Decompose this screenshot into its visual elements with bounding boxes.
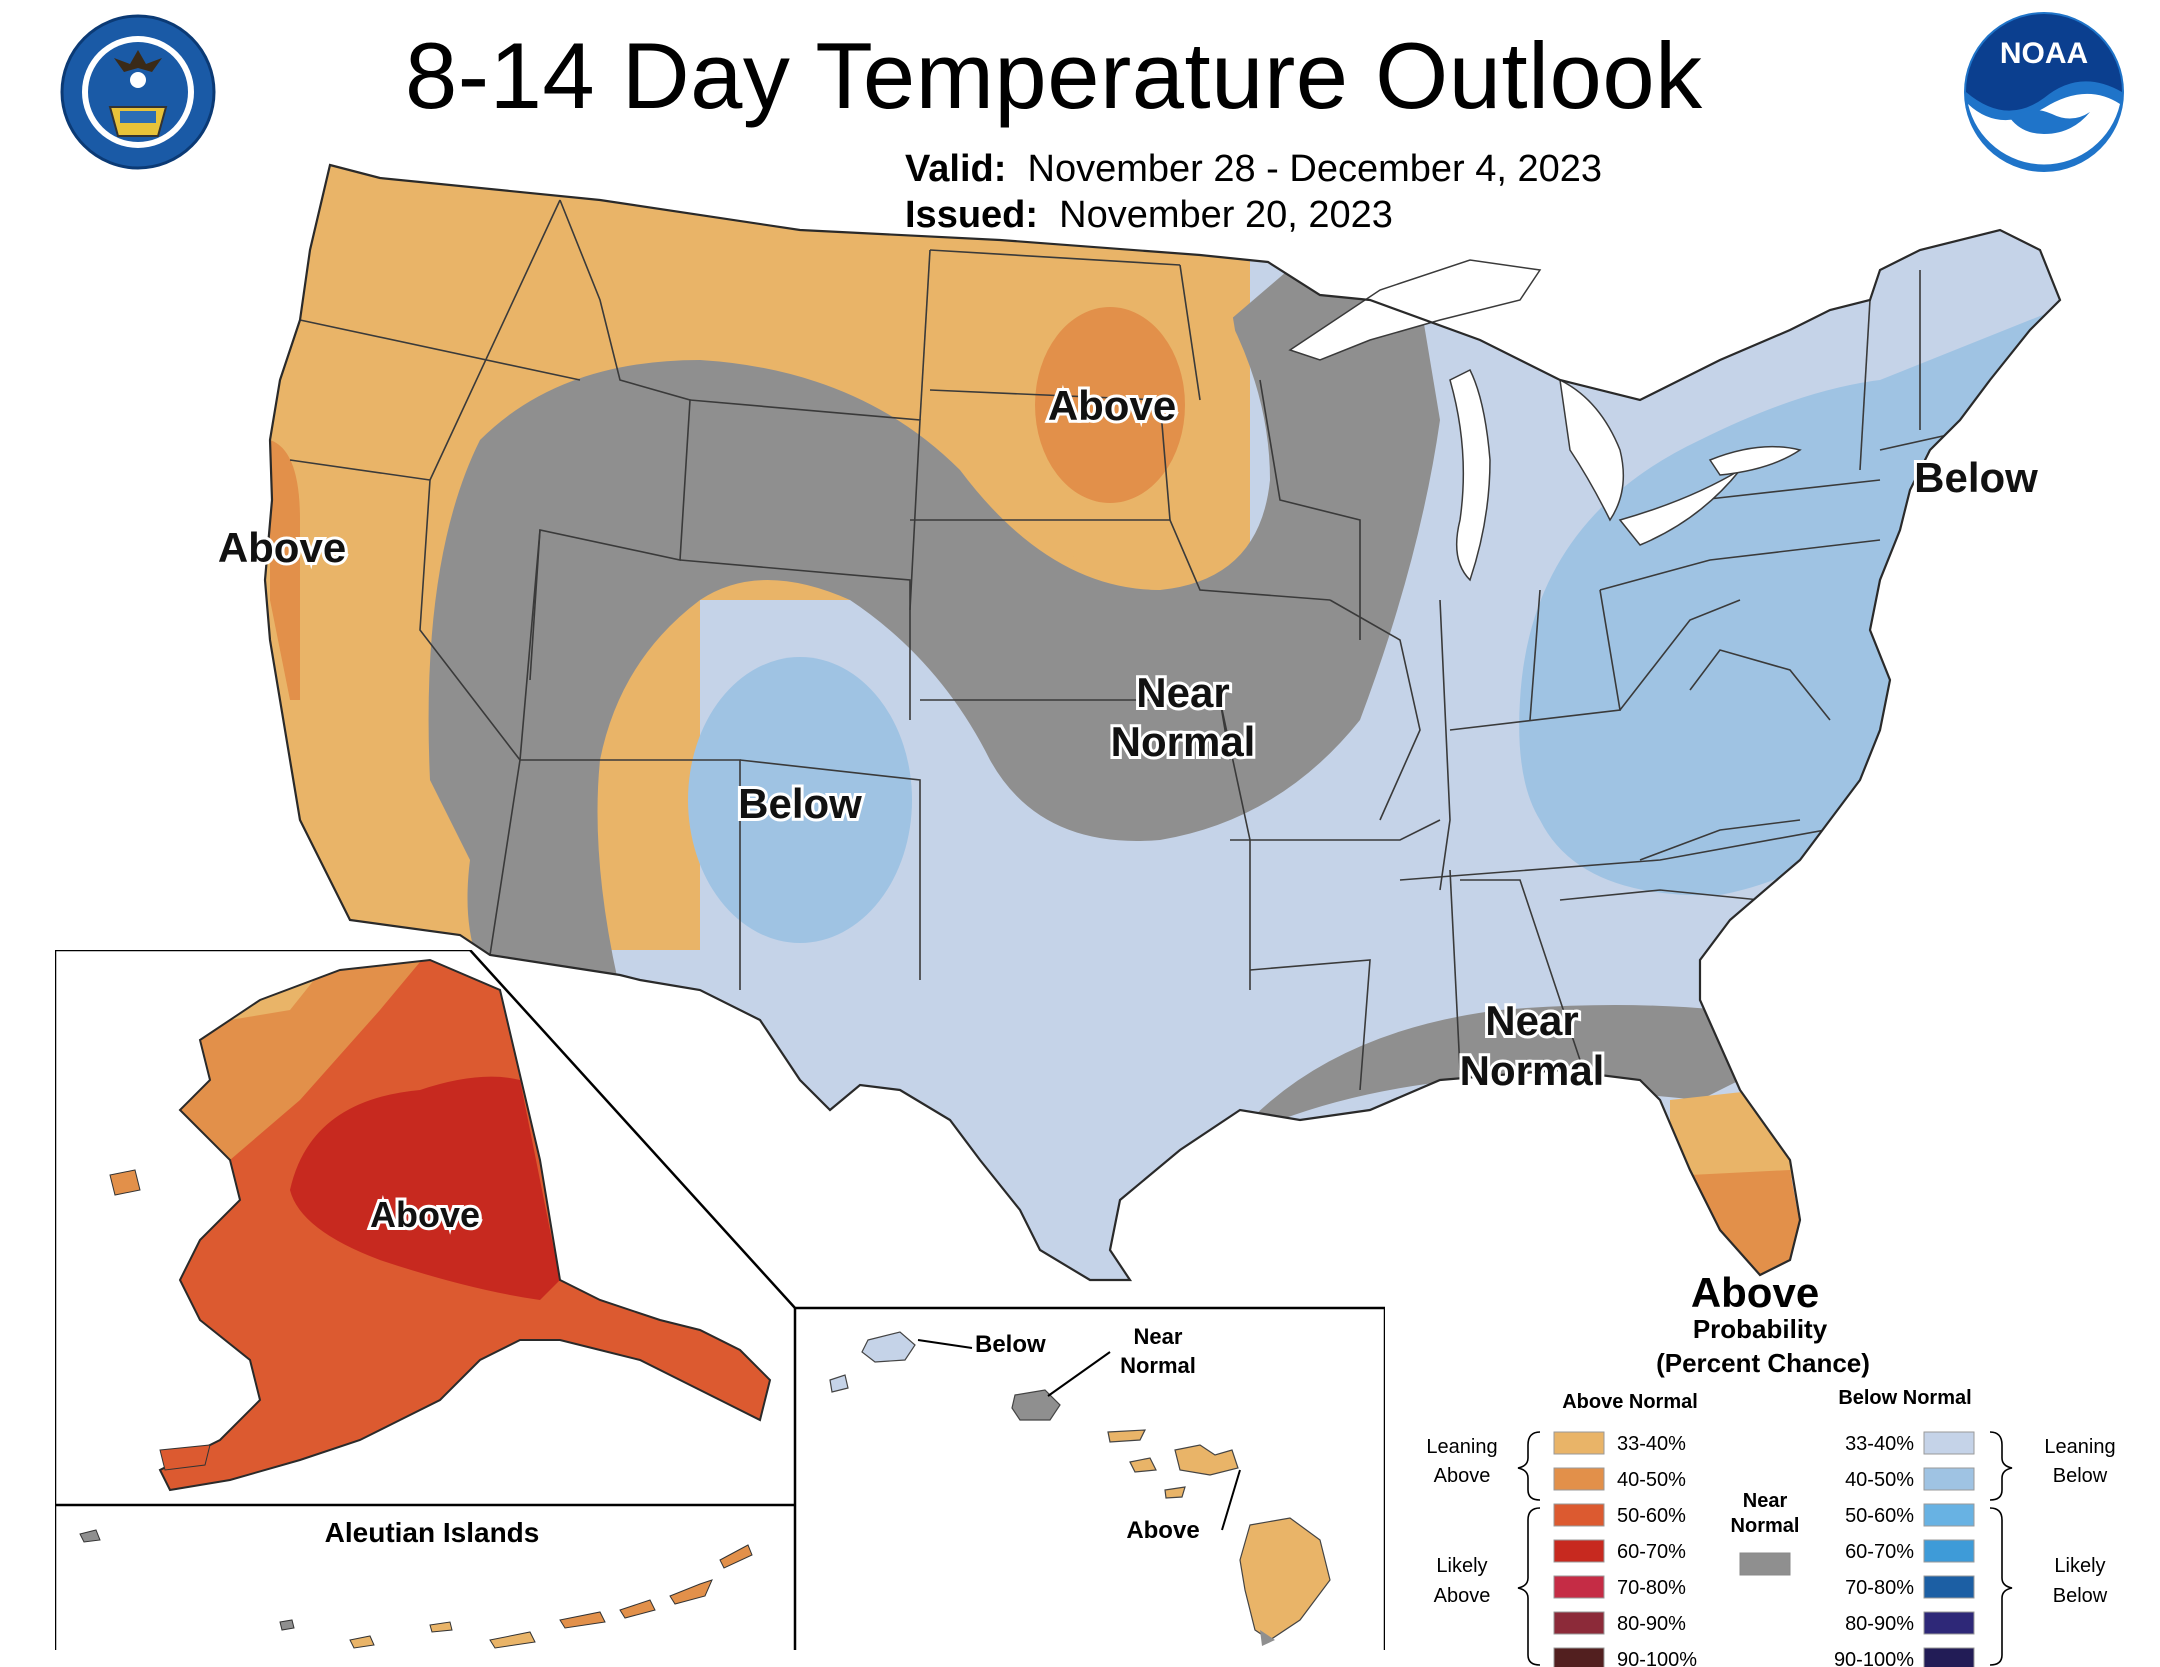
legend-subheading-1: Probability (1693, 1314, 1828, 1344)
legend-below-range-5: 80-90% (1845, 1613, 1914, 1635)
page-title: 8-14 Day Temperature Outlook (405, 23, 1703, 128)
legend-braces (1517, 1431, 2013, 1666)
legend-above-swatch-6 (1553, 1647, 1605, 1667)
label-central-near-normal-l2: Normal (1111, 718, 1256, 765)
legend-above-range-3: 60-70% (1617, 1541, 1686, 1563)
issued-label: Issued: (905, 194, 1039, 236)
legend-above-range-5: 80-90% (1617, 1613, 1686, 1635)
noaa-logo: NOAA (1964, 12, 2124, 172)
legend-below-swatch-2 (1923, 1503, 1975, 1527)
legend-above-swatch-5 (1553, 1611, 1605, 1635)
issued-date: Issued: November 20, 2023 (905, 194, 1393, 237)
legend-below-range-3: 60-70% (1845, 1541, 1914, 1563)
aleutian-islands-chain (79, 1529, 753, 1649)
legend-leaning-below-l2: Below (2053, 1465, 2108, 1487)
label-southwest-below: Below (738, 780, 862, 827)
legend-below-range-1: 40-50% (1845, 1469, 1914, 1491)
legend-above-swatch-1 (1553, 1467, 1605, 1491)
legend-above-normal-title: Above Normal (1562, 1391, 1698, 1413)
label-southeast-near-normal-l2: Normal (1460, 1047, 1605, 1094)
label-alaska-above: Above (370, 1194, 480, 1235)
legend-leaning-above-l2: Above (1434, 1465, 1491, 1487)
legend-below-range-6: 90-100% (1834, 1649, 1914, 1667)
hawaii-inset: Below Near Normal Above (829, 1324, 1331, 1646)
commerce-seal-logo (60, 14, 216, 170)
noaa-logo-text: NOAA (2000, 37, 2088, 70)
probability-legend: Above Probability (Percent Chance) Above… (1426, 1269, 2116, 1667)
legend-above-range-0: 33-40% (1617, 1433, 1686, 1455)
issued-value: November 20, 2023 (1059, 194, 1393, 236)
legend-below-range-2: 50-60% (1845, 1505, 1914, 1527)
legend-leaning-below-l1: Leaning (2044, 1436, 2115, 1458)
label-aleutian-islands: Aleutian Islands (325, 1517, 540, 1548)
legend-near-normal-swatch (1739, 1552, 1791, 1576)
legend-likely-above-l2: Above (1434, 1585, 1491, 1607)
label-hawaii-above: Above (1126, 1517, 1199, 1544)
legend-likely-below-l1: Likely (2054, 1555, 2105, 1577)
legend-subheading-2: (Percent Chance) (1656, 1348, 1870, 1378)
legend-above-swatches: 33-40% 40-50% 50-60% 60-70% 70-80% 80-90% 90-1… (1553, 1431, 1697, 1667)
legend-above-swatch-4 (1553, 1575, 1605, 1599)
legend-above-range-4: 70-80% (1617, 1577, 1686, 1599)
state-boundaries (289, 199, 1971, 1091)
alaska-inset: Above Aleutian Islands (55, 950, 1385, 1650)
label-northeast-below: Below (1914, 454, 2038, 501)
legend-below-swatch-4 (1923, 1575, 1975, 1599)
legend-below-swatches: 33-40% 40-50% 50-60% 60-70% 70-80% 80-90% 90-1… (1834, 1431, 1975, 1667)
legend-likely-below-l2: Below (2053, 1585, 2108, 1607)
legend-below-swatch-0 (1923, 1431, 1975, 1455)
legend-below-range-0: 33-40% (1845, 1433, 1914, 1455)
label-west-coast-above: Above (218, 524, 346, 571)
great-lakes (1288, 259, 1802, 582)
legend-below-swatch-1 (1923, 1467, 1975, 1491)
label-hawaii-below: Below (975, 1331, 1046, 1358)
valid-value: November 28 - December 4, 2023 (1027, 148, 1603, 190)
legend-near-normal-l2: Normal (1731, 1515, 1800, 1537)
valid-dates: Valid: November 28 - December 4, 2023 (905, 148, 1602, 191)
label-northern-plains-above: Above (1048, 382, 1176, 429)
legend-heading: Above (1691, 1269, 1819, 1316)
valid-label: Valid: (905, 148, 1007, 190)
legend-above-range-1: 40-50% (1617, 1469, 1686, 1491)
legend-above-swatch-0 (1553, 1431, 1605, 1455)
legend-below-swatch-6 (1923, 1647, 1975, 1667)
legend-below-range-4: 70-80% (1845, 1577, 1914, 1599)
legend-leaning-above-l1: Leaning (1426, 1436, 1497, 1458)
label-central-near-normal-l1: Near (1136, 669, 1229, 716)
label-southeast-near-normal-l1: Near (1485, 997, 1578, 1044)
legend-near-normal-l1: Near (1743, 1490, 1788, 1512)
legend-below-normal-title: Below Normal (1838, 1387, 1971, 1409)
legend-above-range-2: 50-60% (1617, 1505, 1686, 1527)
legend-below-swatch-3 (1923, 1539, 1975, 1563)
legend-above-swatch-2 (1553, 1503, 1605, 1527)
label-hawaii-near-normal-l1: Near (1134, 1324, 1183, 1349)
legend-likely-above-l1: Likely (1436, 1555, 1487, 1577)
label-hawaii-near-normal-l2: Normal (1120, 1353, 1196, 1378)
legend-above-swatch-3 (1553, 1539, 1605, 1563)
legend-below-swatch-5 (1923, 1611, 1975, 1635)
legend-above-range-6: 90-100% (1617, 1649, 1697, 1667)
